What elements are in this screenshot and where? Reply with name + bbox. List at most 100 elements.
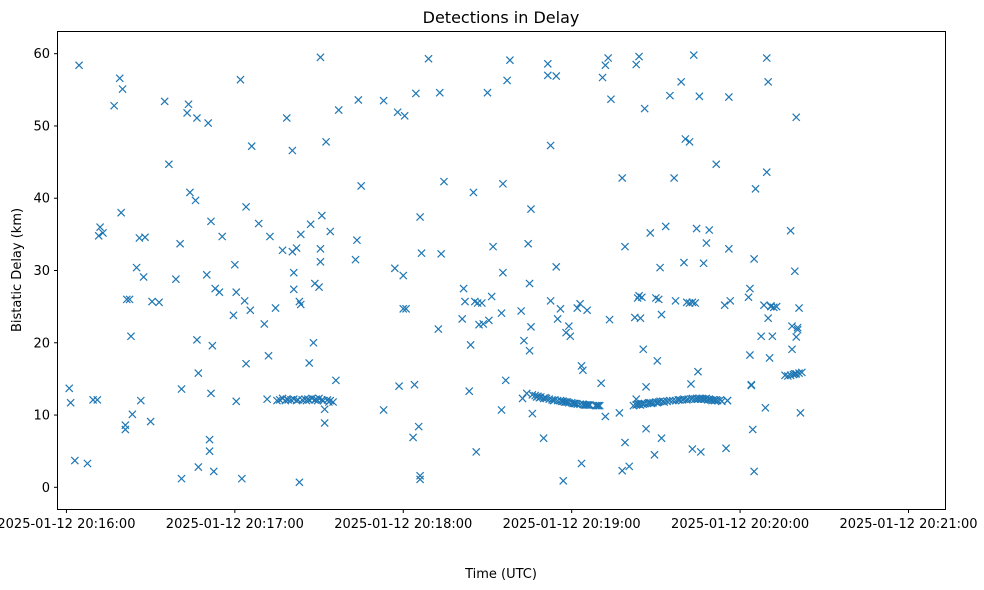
- data-point: [177, 474, 186, 483]
- data-point: [573, 304, 582, 313]
- data-point: [546, 296, 555, 305]
- data-point: [764, 77, 773, 86]
- data-point: [352, 236, 361, 245]
- data-point: [720, 301, 729, 310]
- data-point: [637, 293, 646, 302]
- data-point: [264, 351, 273, 360]
- data-point: [411, 89, 420, 98]
- data-point: [745, 284, 754, 293]
- data-point: [400, 111, 409, 120]
- data-point: [322, 137, 331, 146]
- data-point: [695, 92, 704, 101]
- data-point: [218, 232, 227, 241]
- data-point: [435, 88, 444, 97]
- data-point: [194, 369, 203, 378]
- data-point: [320, 418, 329, 428]
- data-point: [465, 387, 474, 396]
- data-point: [686, 379, 695, 388]
- data-point: [331, 376, 340, 385]
- data-point: [205, 435, 214, 444]
- data-point: [209, 467, 218, 476]
- data-point: [282, 113, 291, 123]
- data-point: [202, 270, 211, 279]
- data-point: [685, 137, 694, 146]
- data-point: [639, 345, 648, 354]
- data-point: [665, 91, 674, 100]
- data-point: [681, 134, 690, 143]
- data-point: [176, 239, 185, 248]
- data-point: [632, 60, 641, 69]
- data-point: [793, 325, 802, 334]
- data-point: [620, 438, 630, 447]
- data-point: [98, 228, 107, 237]
- data-point: [334, 106, 343, 115]
- data-point: [696, 447, 705, 456]
- data-point: [315, 283, 324, 292]
- data-point: [564, 322, 573, 331]
- data-point: [477, 298, 486, 308]
- data-point: [761, 403, 770, 412]
- data-point: [693, 367, 703, 376]
- y-tick-label: 0: [42, 481, 50, 496]
- data-point: [395, 382, 404, 391]
- data-point: [656, 263, 665, 272]
- data-point: [236, 75, 245, 84]
- data-point: [618, 173, 627, 183]
- data-point: [501, 376, 510, 385]
- data-point: [723, 396, 732, 405]
- data-point: [192, 113, 201, 123]
- data-point: [787, 345, 797, 354]
- y-tick-label: 50: [33, 119, 50, 134]
- x-tick-label: 2025-01-12 20:18:00: [334, 517, 472, 532]
- data-point: [689, 51, 698, 60]
- x-axis-ticks: 2025-01-12 20:16:00 2025-01-12 20:17:00 20…: [0, 509, 978, 532]
- data-point: [635, 52, 644, 61]
- data-point: [458, 314, 467, 323]
- data-point: [206, 389, 216, 398]
- data-point: [654, 295, 663, 304]
- data-point: [576, 299, 585, 308]
- data-point: [670, 173, 679, 183]
- data-point: [136, 396, 145, 405]
- data-point: [636, 314, 645, 323]
- data-point: [139, 272, 148, 282]
- data-point: [598, 73, 607, 82]
- data-point: [121, 425, 130, 434]
- data-point: [309, 338, 318, 347]
- y-axis-label: Bistatic Delay (km): [10, 208, 25, 332]
- chart-title: Detections in Delay: [423, 8, 580, 27]
- data-points: [65, 51, 806, 487]
- data-point: [118, 85, 127, 94]
- data-point: [65, 384, 74, 393]
- data-point: [183, 108, 192, 117]
- data-point: [552, 72, 561, 81]
- data-point: [208, 341, 217, 350]
- y-tick-label: 20: [33, 336, 50, 351]
- data-point: [160, 97, 169, 106]
- data-point: [661, 222, 670, 231]
- data-point: [479, 319, 488, 329]
- data-point: [295, 478, 304, 487]
- data-point: [503, 76, 512, 85]
- data-point: [93, 395, 102, 404]
- data-point: [242, 359, 251, 368]
- data-point: [552, 262, 561, 271]
- data-point: [765, 353, 774, 362]
- data-point: [620, 242, 630, 251]
- data-point: [795, 369, 804, 378]
- data-point: [748, 425, 757, 434]
- data-point: [115, 74, 124, 83]
- data-point: [484, 316, 493, 325]
- data-point: [242, 202, 251, 211]
- data-point: [263, 395, 272, 404]
- data-point: [653, 356, 662, 365]
- data-point: [410, 380, 419, 389]
- data-point: [289, 285, 298, 294]
- data-point: [379, 405, 388, 415]
- data-point: [606, 95, 615, 104]
- data-point: [110, 101, 119, 110]
- x-tick-label: 2025-01-12 20:16:00: [0, 517, 135, 532]
- data-point: [177, 385, 186, 394]
- data-point: [191, 196, 200, 205]
- data-point: [519, 336, 528, 345]
